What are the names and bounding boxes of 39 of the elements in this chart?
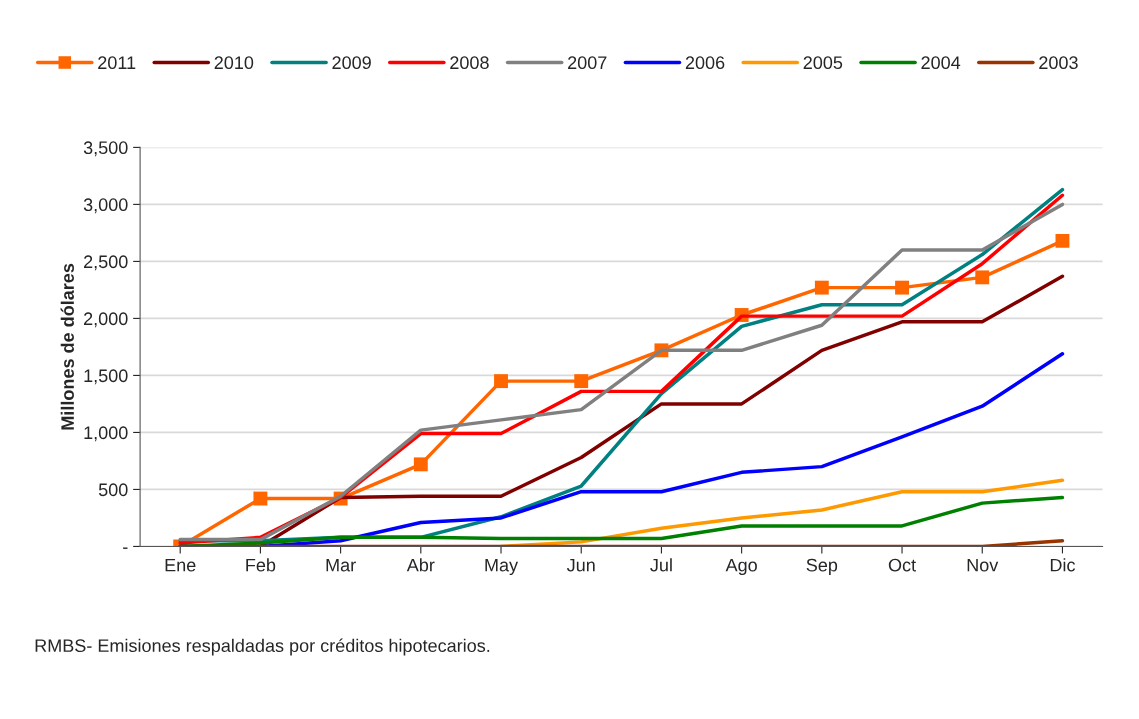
text: RMBS- Emisiones respaldadas por créditos hipotecarios. <box>35 638 490 656</box>
x-tick-label: Oct <box>888 558 916 572</box>
legend-label: 2007 <box>568 56 607 70</box>
x-tick-label: Mar <box>326 558 356 572</box>
x-tick-label: Dic <box>1050 558 1076 572</box>
legend-label: 2003 <box>1039 56 1078 70</box>
x-tick-label: Jun <box>566 558 595 572</box>
x-tick-label: Abr <box>406 558 435 572</box>
x-tick-label: Nov <box>967 558 999 572</box>
x-tick-label: Ene <box>165 558 196 572</box>
legend-label: 2009 <box>332 56 371 70</box>
point <box>975 270 990 285</box>
y-axis-title: Millones de dólares <box>60 263 74 430</box>
y-tick-label: - <box>123 547 128 549</box>
y-tick-label: 500 <box>98 483 128 497</box>
legend-label: 2005 <box>803 56 843 70</box>
point <box>413 457 428 472</box>
legend-label: 2006 <box>685 56 725 70</box>
x-tick-label: Ago <box>725 558 757 576</box>
legend-label: 2010 <box>214 56 254 70</box>
x-tick-label: Feb <box>246 558 276 572</box>
y-tick-label: 1,500 <box>84 369 128 385</box>
x-tick-label: Sep <box>806 558 838 576</box>
legend-label: 2004 <box>921 56 961 70</box>
point <box>574 374 589 389</box>
y-tick-label: 3,000 <box>83 198 128 214</box>
point <box>814 280 829 295</box>
y-tick-label: 2,000 <box>84 312 128 328</box>
point <box>895 280 909 295</box>
point <box>494 374 508 389</box>
point <box>1055 233 1070 248</box>
y-tick-label: 1,000 <box>84 426 128 442</box>
y-tick-label: 3,500 <box>83 141 128 157</box>
x-tick-label: Jul <box>650 558 672 572</box>
legend-label: 2008 <box>450 56 489 70</box>
legend-label: 2011 <box>98 56 136 70</box>
x-tick-label: May <box>485 558 519 576</box>
y-tick-label: 2,500 <box>84 255 128 271</box>
point <box>253 491 268 506</box>
